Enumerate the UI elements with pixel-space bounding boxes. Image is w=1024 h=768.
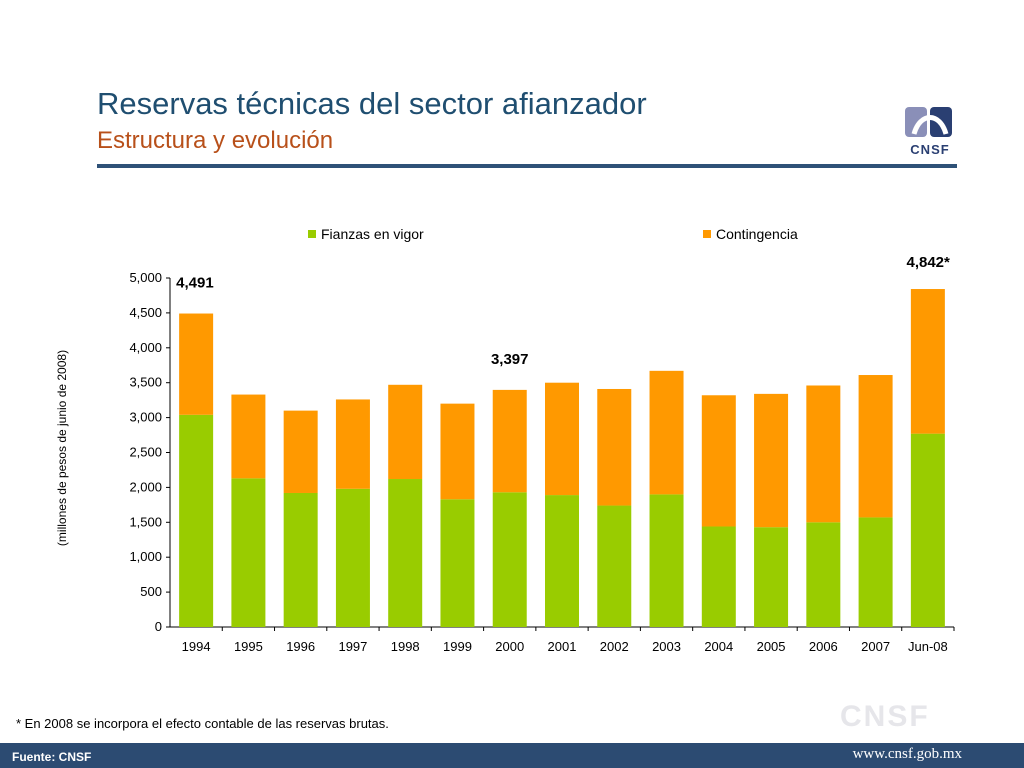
x-tick-label: 2006 [809, 639, 838, 654]
stacked-bar-chart: 0 500 1,000 1,500 2,000 2,500 3,000 3,500 4,000 4… [129, 254, 955, 654]
bar-contingencia [231, 394, 266, 479]
bar-fianzas [649, 494, 684, 627]
y-tick-label: 1,500 [129, 514, 162, 529]
x-tick-label: 2005 [757, 639, 786, 654]
title-rule [97, 164, 957, 168]
x-tick-label: 1998 [391, 639, 420, 654]
y-tick-label: 0 [155, 619, 162, 634]
page-subtitle: Estructura y evolución [97, 127, 334, 154]
bar-fianzas [283, 492, 318, 627]
data-label: 4,842* [906, 254, 950, 271]
footnote: * En 2008 se incorpora el efecto contabl… [16, 716, 389, 731]
bar-fianzas [492, 492, 527, 627]
bar-fianzas [440, 499, 475, 627]
x-tick-label: 1994 [182, 639, 211, 654]
bar-fianzas [858, 517, 893, 627]
bar-contingencia [597, 388, 632, 506]
bar-contingencia [440, 403, 475, 500]
x-tick-label: 2003 [652, 639, 681, 654]
bar-fianzas [597, 505, 632, 627]
bar-fianzas [545, 495, 579, 627]
bar-fianzas [806, 522, 841, 627]
x-tick-label: 1996 [286, 639, 315, 654]
x-tick-label: 2002 [600, 639, 629, 654]
bar-fianzas [388, 479, 423, 627]
bar-contingencia [492, 389, 527, 493]
bar-contingencia [283, 410, 318, 493]
bar-fianzas [231, 478, 266, 627]
website-link[interactable]: www.cnsf.gob.mx [852, 746, 962, 762]
y-tick-label: 5,000 [129, 270, 162, 285]
bar-contingencia [910, 289, 945, 434]
bar-contingencia [858, 375, 893, 518]
x-tick-label: 2000 [495, 639, 524, 654]
legend-item-fianzas: Fianzas en vigor [308, 226, 424, 242]
bar-fianzas [179, 414, 214, 627]
page-title: Reservas técnicas del sector afianzador [97, 86, 647, 121]
y-tick-label: 2,500 [129, 445, 162, 460]
bar-contingencia [179, 313, 214, 415]
bar-contingencia [701, 395, 736, 527]
legend-item-contingencia: Contingencia [703, 226, 798, 242]
bar-fianzas [910, 433, 945, 627]
x-tick-label: 1999 [443, 639, 472, 654]
source-label: Fuente: CNSF [12, 750, 92, 764]
logo-text: CNSF [910, 142, 950, 157]
bar-contingencia [545, 382, 579, 496]
legend-swatch-contingencia [703, 230, 711, 238]
bar-contingencia [806, 385, 841, 523]
y-tick-label: 3,500 [129, 375, 162, 390]
legend-label-contingencia: Contingencia [716, 226, 798, 242]
legend-swatch-fianzas [308, 230, 316, 238]
y-tick-label: 1,000 [129, 549, 162, 564]
y-tick-label: 3,000 [129, 410, 162, 425]
x-tick-label: 2004 [704, 639, 733, 654]
y-tick-label: 4,000 [129, 340, 162, 355]
cnsf-logo-icon [905, 107, 952, 137]
data-label: 4,491 [176, 275, 214, 292]
x-tick-label: 2007 [861, 639, 890, 654]
x-tick-label: 1995 [234, 639, 263, 654]
bar-fianzas [701, 526, 736, 627]
y-tick-label: 4,500 [129, 305, 162, 320]
bar-fianzas [335, 488, 370, 627]
bar-fianzas [754, 527, 789, 627]
x-tick-label: Jun-08 [908, 639, 948, 654]
legend-label-fianzas: Fianzas en vigor [321, 226, 424, 242]
bar-contingencia [754, 393, 789, 528]
bar-contingencia [649, 370, 684, 495]
footer-bar: Fuente: CNSF www.cnsf.gob.mx [0, 743, 1024, 768]
y-tick-label: 500 [140, 584, 162, 599]
x-tick-label: 1997 [338, 639, 367, 654]
bar-contingencia [388, 384, 423, 480]
x-tick-label: 2001 [548, 639, 577, 654]
y-tick-label: 2,000 [129, 479, 162, 494]
bar-contingencia [335, 399, 370, 489]
cnsf-watermark: CNSF [840, 700, 930, 733]
data-label: 3,397 [491, 351, 529, 368]
